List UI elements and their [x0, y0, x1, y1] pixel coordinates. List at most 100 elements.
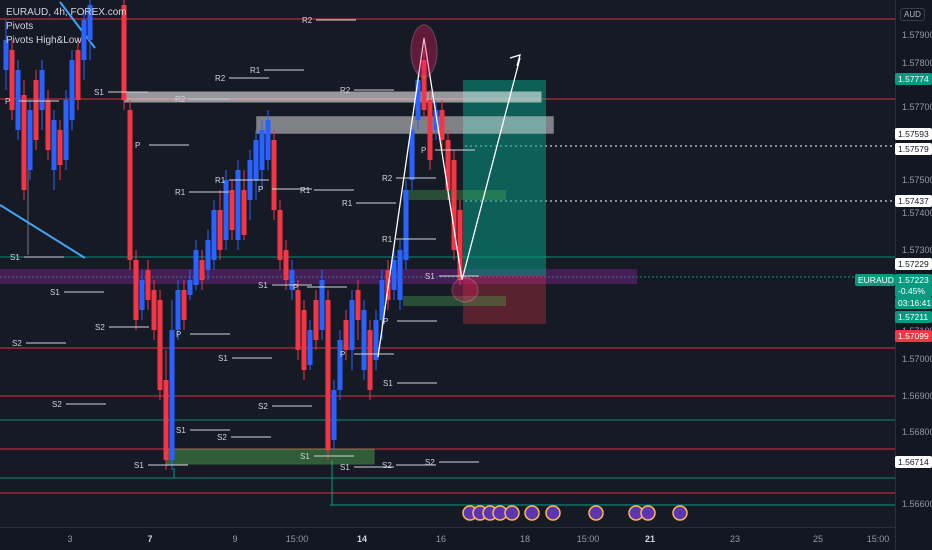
candle-body: [52, 120, 57, 170]
supply-zone: [257, 117, 553, 133]
candle-body: [272, 140, 277, 210]
candle-body: [404, 190, 409, 260]
pivot-label: R2: [382, 174, 393, 183]
candle-body: [70, 60, 75, 120]
pivot-label: S1: [94, 88, 104, 97]
pivot-label: P: [340, 350, 345, 359]
candle-body: [332, 390, 337, 440]
symbol-title[interactable]: EURAUD, 4h, FOREX.com: [6, 6, 127, 20]
pivot-label: R1: [250, 66, 261, 75]
pivot-label: S1: [258, 281, 268, 290]
pivot-label: P: [293, 283, 298, 292]
candle-body: [254, 140, 259, 180]
price-tick: 1.57400: [902, 208, 932, 218]
pivot-label: P: [421, 146, 426, 155]
candle-body: [64, 100, 69, 160]
candle-body: [146, 270, 151, 300]
candle-body: [34, 80, 39, 140]
candle-body: [188, 280, 193, 295]
candle-body: [206, 240, 211, 270]
pivot-label: S1: [425, 272, 435, 281]
price-chart[interactable]: R2 R1 R2 S1 R2 R2 P P P R1 R1 P R1 R2 R1 R1 S1 S1 S1 S1 P S2 P…: [0, 0, 895, 527]
candle-body: [350, 300, 355, 350]
candle-body: [278, 210, 283, 260]
time-tick: 15:00: [867, 534, 890, 544]
candle-body: [182, 290, 187, 320]
pivot-label: S2: [217, 433, 227, 442]
event-icon: [546, 506, 560, 520]
event-icon: [525, 506, 539, 520]
price-label-badge: 1.57437: [895, 195, 932, 207]
candle-body: [46, 100, 51, 150]
pivot-label: S1: [50, 288, 60, 297]
event-icon: [505, 506, 519, 520]
price-label-badge: 1.57774: [895, 73, 932, 85]
indicator-pivots[interactable]: Pivots: [6, 20, 127, 34]
event-icon: [641, 506, 655, 520]
time-tick: 16: [436, 534, 446, 544]
candle-body: [194, 250, 199, 285]
candle-body: [416, 80, 421, 120]
candle-body: [440, 110, 445, 140]
pivot-label: S1: [340, 463, 350, 472]
pivot-label: S1: [218, 354, 228, 363]
event-icon: [673, 506, 687, 520]
time-tick: 15:00: [286, 534, 309, 544]
candle-body: [16, 70, 21, 130]
pivot-label: S1: [10, 253, 20, 262]
chart-legend: EURAUD, 4h, FOREX.com Pivots Pivots High…: [6, 6, 127, 48]
time-tick: 7: [147, 534, 152, 544]
pivot-label: R2: [175, 95, 186, 104]
candle-body: [398, 250, 403, 300]
pivot-label: S2: [382, 461, 392, 470]
candle-body: [344, 320, 349, 350]
price-tick: 1.57900: [902, 30, 932, 40]
event-icon: [589, 506, 603, 520]
time-tick: 15:00: [577, 534, 600, 544]
price-tick: 1.57700: [902, 102, 932, 112]
price-label-badge: 1.56714: [895, 456, 932, 468]
price-tick: 1.56900: [902, 391, 932, 401]
price-label-badge: 1.57593: [895, 128, 932, 140]
pivot-label: S2: [425, 458, 435, 467]
symbol-badge: EURAUD: [855, 274, 895, 286]
price-tick: 1.57000: [902, 354, 932, 364]
price-label-badge: 1.57229: [895, 258, 932, 270]
time-tick: 25: [813, 534, 823, 544]
candle-body: [76, 50, 81, 100]
price-label-badge: 1.57211: [895, 311, 932, 323]
indicator-pivots-high-low[interactable]: Pivots High&Low: [6, 34, 127, 48]
candle-body: [22, 95, 27, 190]
candle-body: [428, 100, 433, 160]
chart-canvas[interactable]: R2 R1 R2 S1 R2 R2 P P P R1 R1 P R1 R2 R1 R1 S1 S1 S1 S1 P S2 P…: [0, 0, 895, 527]
pivot-label: R1: [342, 199, 353, 208]
candle-body: [164, 380, 169, 460]
currency-button[interactable]: AUD: [900, 8, 925, 21]
candle-body: [266, 120, 271, 160]
candle-body: [134, 260, 139, 320]
candle-body: [200, 260, 205, 280]
time-axis[interactable]: 3 7 9 15:00 14 16 18 15:00 21 23 25 15:00: [0, 527, 895, 550]
price-label-badge: 03:16:41: [895, 297, 932, 309]
candle-body: [128, 110, 133, 260]
candle-body: [58, 130, 63, 165]
candle-body: [212, 210, 217, 260]
pivot-label: S2: [95, 323, 105, 332]
pivot-label: S2: [52, 400, 62, 409]
candle-body: [338, 340, 343, 390]
candle-body: [40, 70, 45, 110]
pivot-label: P: [135, 141, 140, 150]
candle-body: [302, 310, 307, 370]
candle-body: [242, 190, 247, 235]
time-tick: 23: [730, 534, 740, 544]
candle-body: [218, 210, 223, 250]
candle-body: [308, 330, 313, 365]
candle-body: [296, 290, 301, 350]
candle-body: [260, 130, 265, 170]
pivot-label: S1: [134, 461, 144, 470]
price-tick: 1.56600: [902, 499, 932, 509]
price-tick: 1.57500: [902, 175, 932, 185]
pivot-label: S2: [12, 339, 22, 348]
candle-body: [230, 190, 235, 230]
price-label-badge: 1.57099: [895, 330, 932, 342]
